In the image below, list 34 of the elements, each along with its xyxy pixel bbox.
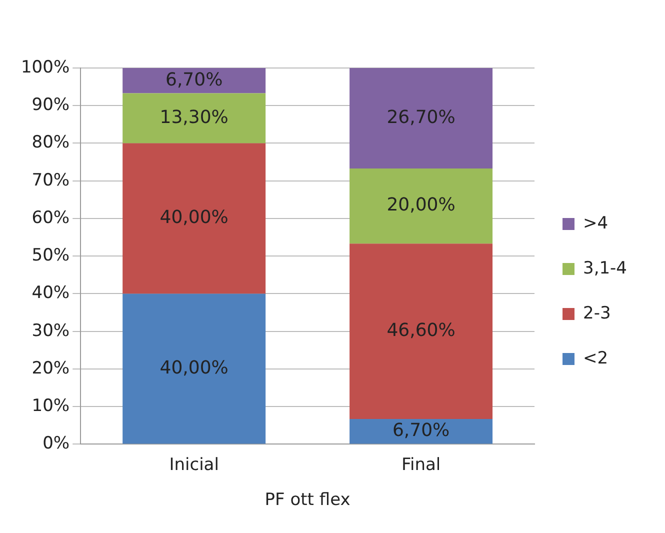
y-tick-label: 90% [32,95,70,116]
y-tick-label: 0% [42,434,70,454]
data-label: 6,70% [165,69,223,90]
bar [122,143,266,294]
legend-label: 2-3 [583,303,611,324]
y-tick-label: 70% [32,170,70,190]
bar [122,68,266,94]
data-label: 6,70% [392,420,450,442]
bar [350,244,493,419]
bar [122,294,266,444]
data-label: 20,00% [386,194,456,216]
data-label: 40,00% [160,357,228,378]
x-tick-label: Inicial [169,454,219,475]
y-tick-label: 60% [32,208,70,228]
x-tick-label: Final [401,454,441,475]
legend-label: <2 [583,348,608,368]
y-tick-label: 100% [20,57,70,78]
y-tick-label: 40% [32,283,70,304]
bar [350,68,493,168]
data-label: 46,60% [386,320,456,342]
bar [350,168,493,244]
data-label: 26,70% [386,106,456,128]
bar [122,93,266,144]
data-label: 40,00% [160,207,228,228]
x-axis-title: PF ott flex [264,490,350,510]
y-tick-label: 20% [32,358,70,378]
legend-label: 3,1-4 [583,258,628,278]
legend-label: >4 [583,213,608,234]
data-label: 13,30% [160,106,228,128]
y-tick-label: 50% [32,246,70,266]
y-tick-label: 10% [32,396,70,416]
y-tick-label: 30% [32,320,70,341]
bar [350,418,493,444]
y-tick-label: 80% [32,132,70,153]
